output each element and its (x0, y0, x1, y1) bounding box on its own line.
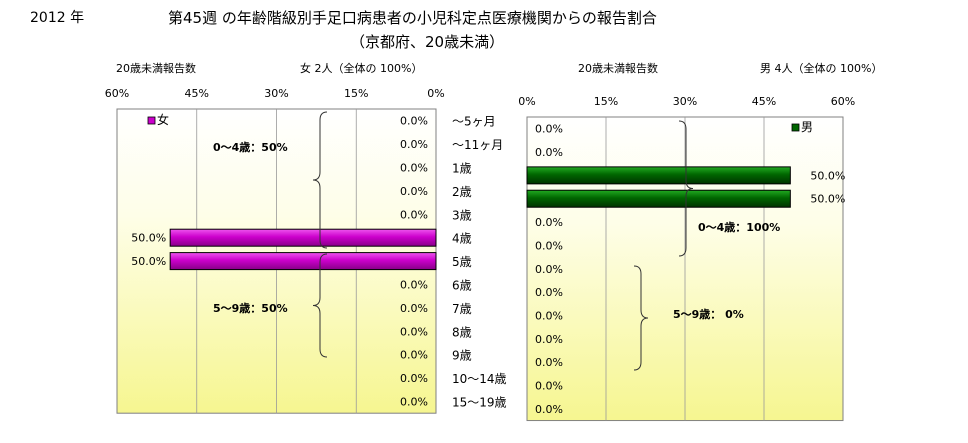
female-x-tick-label: 0% (427, 87, 444, 100)
male-bar (526, 189, 791, 208)
female-bar (169, 252, 437, 271)
male-bar (526, 166, 791, 185)
male-data-label: 0.0% (535, 239, 563, 252)
male-annotation-0-4: 0～4歳：100% (698, 220, 780, 234)
male-data-label: 0.0% (535, 356, 563, 369)
female-legend-swatch (147, 116, 156, 125)
female-count-text: 女 2人（全体の 100%） (300, 62, 423, 75)
male-data-label: 0.0% (535, 403, 563, 416)
age-group-label: 5歳 (452, 255, 472, 269)
female-x-tick-label: 15% (344, 87, 368, 100)
year-label: 2012 年 (30, 10, 85, 26)
male-data-label: 50.0% (810, 169, 845, 182)
chart-title: 第45週 の年齢階級別手足口病患者の小児科定点医療機関からの報告割合 (168, 9, 657, 27)
age-group-label: 1歳 (452, 162, 472, 176)
female-x-tick-label: 60% (105, 87, 129, 100)
male-data-label: 0.0% (535, 380, 563, 393)
female-legend-label: 女 (157, 112, 169, 127)
male-data-label: 0.0% (535, 309, 563, 322)
female-data-label: 0.0% (400, 325, 428, 338)
male-data-label: 0.0% (535, 146, 563, 159)
female-data-label: 50.0% (131, 255, 166, 268)
female-data-label: 0.0% (400, 302, 428, 315)
female-data-label: 0.0% (400, 162, 428, 175)
male-count-text: 男 4人（全体の 100%） (760, 62, 883, 75)
age-group-label: 7歳 (452, 302, 472, 316)
male-annotation-5-9: 5～9歳： 0% (673, 307, 744, 321)
male-data-label: 0.0% (535, 216, 563, 229)
female-data-label: 0.0% (400, 372, 428, 385)
age-group-label: ～11ヶ月 (452, 138, 503, 152)
female-annotation-5-9: 5～9歳：50% (213, 301, 288, 315)
male-legend-label: 男 (801, 120, 813, 134)
female-data-label: 0.0% (400, 279, 428, 292)
female-brace-5-9 (312, 253, 328, 358)
female-data-label: 0.0% (400, 208, 428, 221)
female-annotation-0-4: 0～4歳：50% (213, 140, 288, 154)
male-x-tick-label: 30% (673, 95, 697, 108)
male-data-label: 50.0% (810, 193, 845, 206)
age-group-label: 2歳 (452, 185, 472, 199)
age-group-label: 3歳 (452, 208, 472, 222)
age-group-label: 10～14歳 (452, 372, 507, 386)
age-group-label: 8歳 (452, 325, 472, 339)
age-group-label: ～5ヶ月 (452, 115, 496, 129)
female-x-tick-label: 30% (264, 87, 288, 100)
female-data-label: 0.0% (400, 185, 428, 198)
male-data-label: 0.0% (535, 286, 563, 299)
male-legend-swatch (791, 123, 800, 132)
female-x-tick-label: 45% (185, 87, 209, 100)
male-count-label: 20歳未満報告数 (578, 62, 658, 75)
male-x-tick-label: 0% (518, 95, 535, 108)
female-data-label: 0.0% (400, 396, 428, 409)
female-brace-0-4 (312, 111, 328, 249)
age-group-label: 9歳 (452, 349, 472, 363)
male-brace-5-9 (633, 265, 649, 371)
female-data-label: 0.0% (400, 138, 428, 151)
age-group-label: 15～19歳 (452, 396, 507, 410)
male-data-label: 0.0% (535, 333, 563, 346)
female-count-label: 20歳未満報告数 (116, 62, 196, 75)
age-group-label: 4歳 (452, 232, 472, 246)
female-bar (169, 228, 437, 247)
age-group-label: 6歳 (452, 279, 472, 293)
male-brace-0-4 (678, 120, 694, 257)
male-data-label: 0.0% (535, 263, 563, 276)
chart-subtitle: （京都府、20歳未満） (350, 33, 505, 51)
female-data-label: 50.0% (131, 232, 166, 245)
male-x-tick-label: 45% (752, 95, 776, 108)
female-data-label: 0.0% (400, 115, 428, 128)
male-data-label: 0.0% (535, 123, 563, 136)
male-x-tick-label: 60% (831, 95, 855, 108)
female-data-label: 0.0% (400, 349, 428, 362)
male-x-tick-label: 15% (594, 95, 618, 108)
